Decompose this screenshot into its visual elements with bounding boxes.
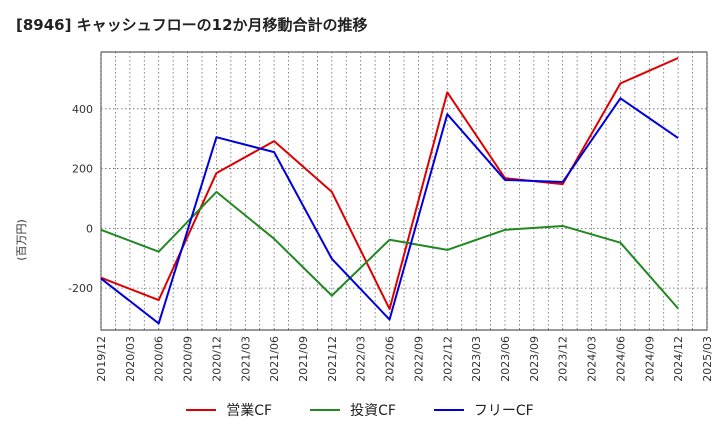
legend-swatch-operating-cf [186, 409, 217, 411]
legend-label-free-cf: フリーCF [473, 403, 534, 419]
x-tick-label: 2023/03 [470, 336, 483, 382]
x-tick-label: 2024/09 [643, 336, 656, 382]
legend-swatch-investing-cf [310, 409, 341, 411]
x-tick-label: 2020/06 [153, 336, 166, 382]
x-tick-label: 2023/12 [557, 336, 570, 382]
y-tick-label: 200 [72, 163, 93, 176]
x-tick-label: 2022/03 [355, 336, 368, 382]
legend-item-free-cf: フリーCF [433, 400, 534, 420]
x-tick-label: 2021/09 [297, 336, 310, 382]
x-tick-label: 2019/12 [95, 336, 108, 382]
y-tick-label: -200 [68, 282, 93, 295]
legend-label-investing-cf: 投資CF [350, 403, 396, 419]
series-lines [100, 57, 679, 325]
x-tick-label: 2021/12 [326, 336, 339, 382]
x-tick-label: 2023/06 [499, 336, 512, 382]
x-tick-label: 2020/03 [124, 336, 137, 382]
x-tick-label: 2021/03 [239, 336, 252, 382]
legend-item-investing-cf: 投資CF [310, 400, 396, 420]
x-tick-label: 2021/06 [268, 336, 281, 382]
x-tick-label: 2020/09 [182, 336, 195, 382]
series-line-営業CF [100, 57, 679, 311]
legend-item-operating-cf: 営業CF [186, 400, 272, 420]
y-tick-label: 400 [72, 103, 93, 116]
series-line-投資CF [100, 190, 679, 310]
x-tick-label: 2022/06 [384, 336, 397, 382]
series-line-フリーCF [100, 97, 679, 325]
legend-label-operating-cf: 営業CF [226, 403, 273, 419]
x-tick-label: 2024/06 [614, 336, 627, 382]
x-tick-label: 2023/09 [528, 336, 541, 382]
x-tick-label: 2020/12 [210, 336, 223, 382]
x-tick-label: 2024/12 [672, 336, 685, 382]
x-tick-label: 2022/12 [441, 336, 454, 382]
plot-background [100, 51, 708, 331]
x-axis-ticks: 2019/12 2020/03 2020/06 2020/09 2020/12 2021/… [95, 336, 714, 382]
legend: 営業CF 投資CF フリーCF [0, 400, 720, 420]
y-tick-label: 0 [86, 222, 93, 235]
x-tick-label: 2024/03 [586, 336, 599, 382]
chart-title: [8946] キャッシュフローの12か月移動合計の推移 [16, 16, 368, 34]
y-axis-ticks: -200 0 200 400 [68, 103, 93, 295]
x-tick-label: 2022/09 [412, 336, 425, 382]
legend-swatch-free-cf [433, 409, 464, 411]
x-tick-label: 2025/03 [701, 336, 714, 382]
